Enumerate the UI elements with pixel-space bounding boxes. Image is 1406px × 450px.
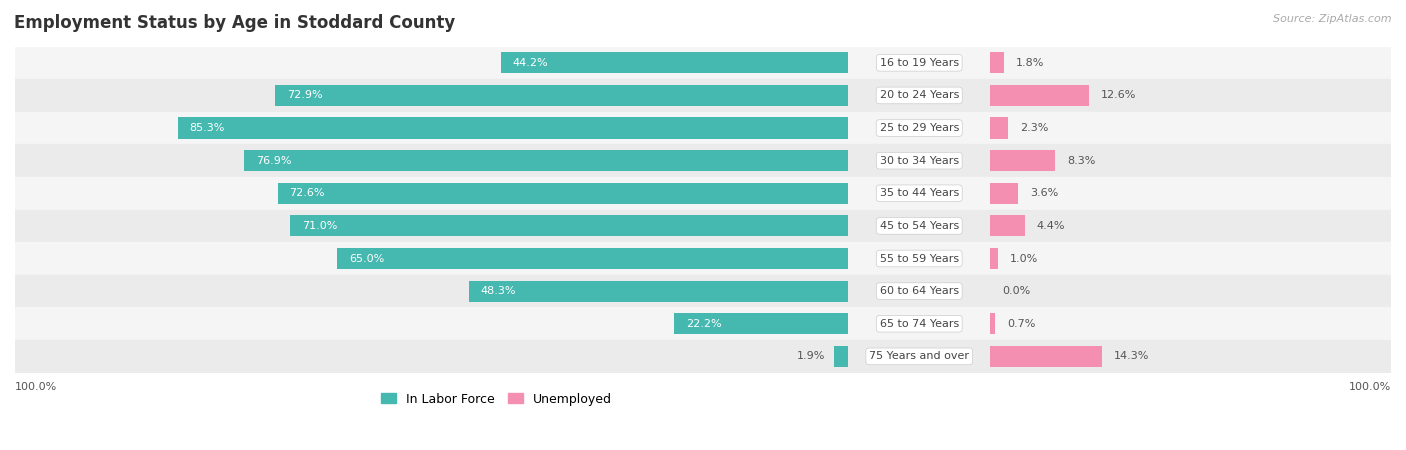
Bar [990, 150, 1056, 171]
Text: 65.0%: 65.0% [349, 253, 384, 264]
Text: 1.8%: 1.8% [1017, 58, 1045, 68]
Bar [990, 117, 1008, 139]
Text: 4.4%: 4.4% [1036, 221, 1064, 231]
Text: 1.0%: 1.0% [1010, 253, 1038, 264]
Text: 35 to 44 Years: 35 to 44 Years [880, 188, 959, 198]
Text: 48.3%: 48.3% [481, 286, 516, 296]
Bar [990, 313, 995, 334]
Text: 72.6%: 72.6% [290, 188, 325, 198]
Bar [501, 52, 848, 73]
Text: 1.9%: 1.9% [797, 351, 825, 361]
Text: 20 to 24 Years: 20 to 24 Years [880, 90, 959, 100]
Text: 0.7%: 0.7% [1007, 319, 1036, 329]
Bar [15, 307, 1391, 340]
Text: 85.3%: 85.3% [190, 123, 225, 133]
Bar [990, 215, 1025, 237]
Text: 12.6%: 12.6% [1101, 90, 1136, 100]
Bar [15, 112, 1391, 144]
Bar [834, 346, 848, 367]
Text: 0.0%: 0.0% [1002, 286, 1031, 296]
Text: Employment Status by Age in Stoddard County: Employment Status by Age in Stoddard Cou… [14, 14, 456, 32]
Text: 22.2%: 22.2% [686, 319, 721, 329]
Bar [15, 340, 1391, 373]
Bar [337, 248, 848, 269]
Text: 2.3%: 2.3% [1019, 123, 1049, 133]
Text: 71.0%: 71.0% [302, 221, 337, 231]
Text: 60 to 64 Years: 60 to 64 Years [880, 286, 959, 296]
Text: Source: ZipAtlas.com: Source: ZipAtlas.com [1274, 14, 1392, 23]
Text: 65 to 74 Years: 65 to 74 Years [880, 319, 959, 329]
Bar [177, 117, 848, 139]
Bar [15, 144, 1391, 177]
Text: 72.9%: 72.9% [287, 90, 323, 100]
Text: 45 to 54 Years: 45 to 54 Years [880, 221, 959, 231]
Bar [277, 183, 848, 204]
Text: 100.0%: 100.0% [1348, 382, 1391, 392]
Text: 75 Years and over: 75 Years and over [869, 351, 969, 361]
Bar [468, 280, 848, 302]
Bar [990, 85, 1090, 106]
Text: 76.9%: 76.9% [256, 156, 291, 166]
Bar [15, 210, 1391, 242]
Text: 8.3%: 8.3% [1067, 156, 1095, 166]
Bar [15, 46, 1391, 79]
Text: 55 to 59 Years: 55 to 59 Years [880, 253, 959, 264]
Legend: In Labor Force, Unemployed: In Labor Force, Unemployed [381, 392, 612, 405]
Text: 14.3%: 14.3% [1114, 351, 1150, 361]
Bar [990, 183, 1018, 204]
Text: 16 to 19 Years: 16 to 19 Years [880, 58, 959, 68]
Bar [290, 215, 848, 237]
Text: 30 to 34 Years: 30 to 34 Years [880, 156, 959, 166]
Bar [673, 313, 848, 334]
Bar [15, 242, 1391, 275]
Text: 44.2%: 44.2% [513, 58, 548, 68]
Bar [990, 346, 1102, 367]
Text: 25 to 29 Years: 25 to 29 Years [880, 123, 959, 133]
Bar [15, 79, 1391, 112]
Text: 3.6%: 3.6% [1031, 188, 1059, 198]
Bar [15, 177, 1391, 210]
Bar [990, 248, 998, 269]
Bar [276, 85, 848, 106]
Bar [990, 52, 1004, 73]
Bar [15, 275, 1391, 307]
Bar [243, 150, 848, 171]
Text: 100.0%: 100.0% [15, 382, 58, 392]
